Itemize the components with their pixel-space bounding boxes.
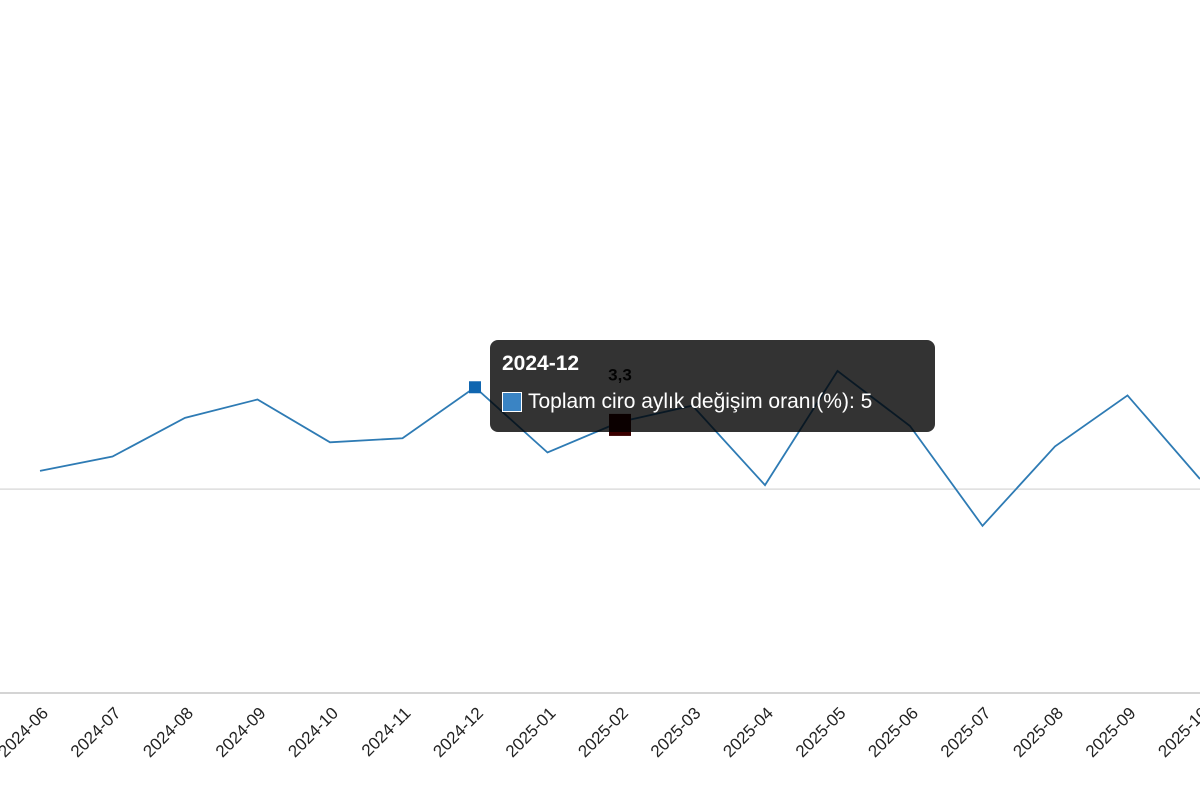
hover-marker — [469, 381, 481, 394]
x-tick-label: 2024-06 — [0, 704, 52, 762]
x-tick-label: 2024-12 — [429, 704, 487, 762]
tooltip-row: Toplam ciro aylık değişim oranı(%): 5 — [502, 390, 923, 414]
tooltip-value: 5 — [860, 390, 873, 413]
x-tick-label: 2025-04 — [719, 704, 777, 762]
x-tick-label: 2024-10 — [284, 704, 342, 762]
tooltip: 2024-12 Toplam ciro aylık değişim oranı(… — [490, 340, 935, 432]
tooltip-title: 2024-12 — [502, 352, 580, 375]
x-tick-label: 2025-05 — [792, 704, 850, 762]
x-tick-label: 2024-11 — [358, 704, 415, 761]
x-tick-label: 2025-03 — [647, 704, 705, 762]
x-tick-label: 2025-06 — [864, 704, 922, 762]
x-tick-label: 2025-01 — [502, 704, 560, 762]
x-tick-label: 2025-08 — [1009, 704, 1067, 762]
x-tick-label: 2024-08 — [139, 704, 197, 762]
x-tick-label: 2025-10 — [1154, 704, 1200, 762]
tooltip-swatch — [502, 392, 522, 412]
x-tick-label: 2025-09 — [1082, 704, 1140, 762]
x-tick-label: 2024-07 — [67, 704, 125, 762]
tooltip-sep: : — [848, 390, 861, 413]
x-tick-label: 2025-07 — [937, 704, 995, 762]
x-tick-label: 2024-09 — [212, 704, 270, 762]
x-tick-label: 2025-02 — [574, 704, 632, 762]
tooltip-series: Toplam ciro aylık değişim oranı(%) — [528, 390, 849, 413]
